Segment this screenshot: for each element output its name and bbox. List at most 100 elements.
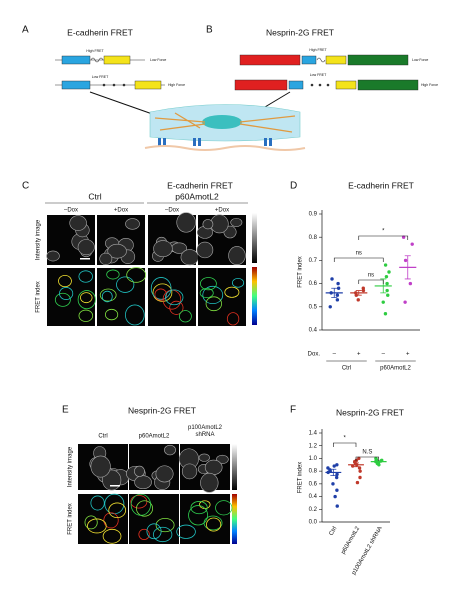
data-point <box>335 472 339 477</box>
cell-outline <box>146 523 162 540</box>
column-label: +Dox <box>215 208 229 214</box>
data-point <box>403 258 408 263</box>
column-label: p60AmotL2 <box>139 434 170 440</box>
cell-outline <box>58 274 72 288</box>
data-point <box>387 270 391 274</box>
data-point <box>335 293 340 297</box>
cell-outline <box>134 475 152 490</box>
y-tick-label: 1.4 <box>309 431 318 437</box>
panel-label: A <box>22 25 29 36</box>
panel-title: Nesprin-2G FRET <box>128 405 196 415</box>
data-point <box>384 274 389 279</box>
cell-outline <box>78 270 93 283</box>
micrograph <box>47 268 95 326</box>
column-label: Ctrl <box>98 434 107 440</box>
y-tick-label: 0.8 <box>309 469 318 475</box>
state-label: High Force <box>168 83 185 87</box>
cell-outline <box>134 465 145 477</box>
y-tick-label: 0.6 <box>309 281 318 287</box>
error-bar <box>353 462 359 468</box>
state-label: High FRET <box>86 49 104 53</box>
x-axis-label: Dox. <box>308 352 321 358</box>
panel-label: F <box>290 405 296 416</box>
data-point <box>356 298 360 302</box>
cell-outline <box>231 278 245 288</box>
data-point <box>358 469 362 473</box>
cell-outline <box>196 241 214 259</box>
group-label: Ctrl <box>88 191 101 201</box>
cell-outline <box>80 292 93 304</box>
cell-outline <box>176 524 196 539</box>
cell-outline <box>206 517 222 532</box>
error-bar <box>330 468 337 476</box>
colorbar <box>252 213 257 263</box>
y-tick-label: 0.5 <box>309 304 318 310</box>
cell-outline <box>204 459 223 475</box>
cell-outline <box>77 239 95 256</box>
chart-title: Nesprin-2G FRET <box>336 407 404 417</box>
cell-outline <box>199 288 214 299</box>
cell-outline <box>179 310 192 323</box>
cell-outline <box>90 455 111 478</box>
cell-schematic <box>89 91 306 151</box>
cell-outline <box>202 219 214 230</box>
data-point <box>403 300 407 304</box>
data-point <box>332 464 336 468</box>
cell-outline <box>198 453 210 462</box>
cell-outline <box>107 243 127 259</box>
row-label: Intensity image <box>68 446 74 487</box>
cell-outline <box>59 287 74 300</box>
y-tick-label: 0.6 <box>309 481 318 487</box>
cell-outline <box>138 528 150 540</box>
error-bar <box>404 255 411 280</box>
cell-outline <box>154 288 167 301</box>
y-tick-label: 0.4 <box>309 494 318 500</box>
cell-outline <box>190 501 208 515</box>
data-point <box>355 480 360 485</box>
y-tick-label: 1.0 <box>309 456 318 462</box>
data-point <box>333 494 337 499</box>
data-point <box>336 281 340 286</box>
y-tick-label: 0.4 <box>309 328 318 334</box>
data-point <box>381 300 385 304</box>
cell-outline <box>188 505 209 526</box>
cell-outline <box>116 276 135 293</box>
significance-bracket <box>358 279 384 284</box>
cell-outline <box>228 246 246 265</box>
colorbar <box>232 444 237 490</box>
data-point <box>357 466 362 470</box>
cell-outline <box>102 528 122 544</box>
cell-outline <box>230 217 243 227</box>
cell-outline <box>99 252 113 265</box>
group-label: p60AmotL2 <box>380 366 411 372</box>
panel-label: D <box>290 181 297 192</box>
cell-outline <box>101 290 113 303</box>
cell-outline <box>226 312 240 326</box>
data-point <box>361 286 365 290</box>
colorbar <box>232 494 237 544</box>
cell-outline <box>202 285 224 305</box>
data-point <box>326 466 330 470</box>
scale-bar <box>110 485 120 487</box>
significance-bracket <box>333 257 384 262</box>
cell-outline <box>216 454 229 464</box>
cell-outline <box>224 286 240 298</box>
state-label: Low Force <box>412 58 428 62</box>
data-point <box>334 475 339 480</box>
cell-outline <box>46 250 60 262</box>
cell-outline <box>84 515 98 530</box>
data-point <box>386 293 390 297</box>
significance-bracket <box>355 456 379 461</box>
cell-outline <box>152 526 173 543</box>
cell-outline <box>200 472 219 493</box>
data-point <box>331 482 335 486</box>
cell-outline <box>77 290 96 310</box>
cell-outline <box>104 308 119 321</box>
y-tick-label: 0.8 <box>309 235 318 241</box>
group-label: Ctrl <box>342 366 351 372</box>
row-label: FRET index <box>68 503 74 535</box>
data-point <box>357 456 361 461</box>
data-point <box>335 298 340 302</box>
y-tick-label: 0.2 <box>309 507 318 513</box>
